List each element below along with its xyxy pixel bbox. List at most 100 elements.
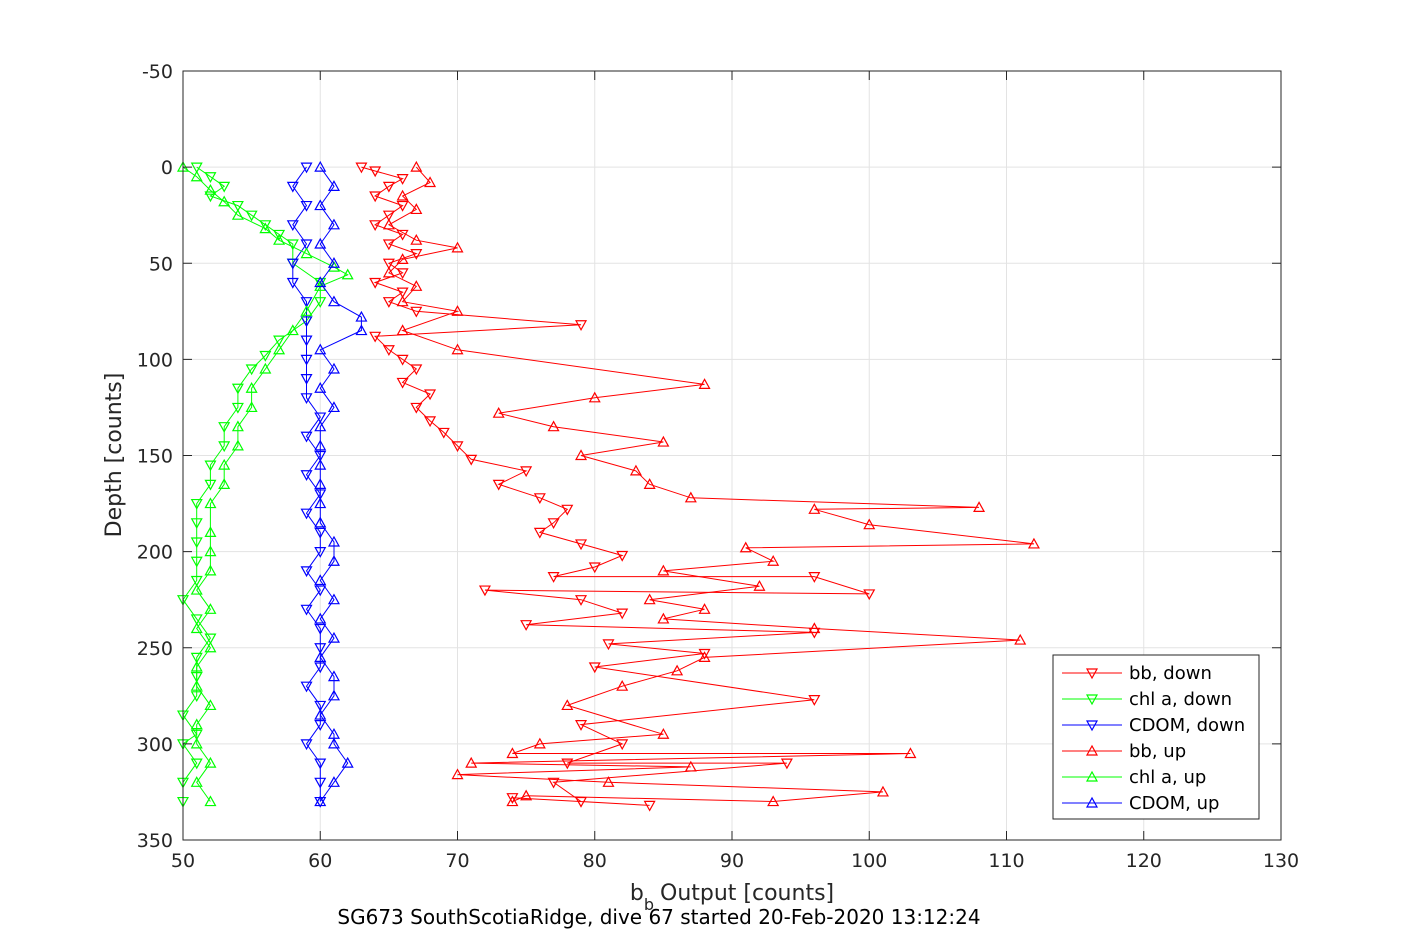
data-point <box>561 504 574 516</box>
series-bb-up <box>382 160 1040 807</box>
data-point <box>327 689 340 701</box>
x-tick-label: 100 <box>851 850 887 872</box>
data-point <box>506 795 519 807</box>
data-point <box>190 718 203 730</box>
data-point <box>204 526 217 538</box>
data-point <box>369 277 382 289</box>
data-point <box>300 374 313 385</box>
data-point <box>190 691 203 703</box>
data-point <box>190 583 203 595</box>
data-point <box>410 233 423 245</box>
data-point <box>808 695 821 706</box>
series-line <box>387 166 1035 803</box>
data-point <box>396 295 409 307</box>
data-point <box>286 220 299 232</box>
legend-box <box>1052 654 1260 820</box>
data-point <box>245 381 258 393</box>
y-tick-label: 100 <box>137 349 173 371</box>
data-point <box>245 401 258 413</box>
data-point <box>204 172 217 183</box>
data-point <box>767 555 780 566</box>
data-point <box>698 648 711 660</box>
data-point <box>657 564 670 576</box>
data-point <box>204 564 217 576</box>
data-point <box>465 756 478 768</box>
data-point <box>327 776 340 787</box>
data-point <box>684 491 697 503</box>
data-point <box>424 416 437 428</box>
data-point <box>506 793 519 804</box>
data-point <box>231 402 244 414</box>
legend-marker <box>1085 720 1099 732</box>
data-point <box>424 176 437 188</box>
data-point <box>231 200 244 212</box>
data-point <box>396 253 409 265</box>
data-point <box>355 310 368 322</box>
data-point <box>575 539 588 551</box>
data-point <box>314 420 327 432</box>
data-point <box>300 470 313 481</box>
data-point <box>245 364 258 376</box>
data-point <box>204 756 217 768</box>
data-point <box>451 241 464 253</box>
data-point <box>396 324 409 336</box>
data-point <box>355 324 368 336</box>
series-bb-down <box>355 162 876 812</box>
data-point <box>437 427 450 439</box>
data-point <box>327 401 340 413</box>
legend-label: bb, up <box>1129 741 1186 762</box>
data-point <box>204 603 217 614</box>
data-point <box>204 460 217 472</box>
y-tick-label: 250 <box>137 638 173 660</box>
data-point <box>327 180 340 191</box>
data-point <box>616 739 629 751</box>
data-point <box>300 681 313 693</box>
data-point <box>231 383 244 395</box>
data-point <box>424 389 437 401</box>
data-point <box>190 614 203 626</box>
data-point <box>382 239 395 251</box>
data-point <box>190 652 203 664</box>
data-point <box>218 478 231 489</box>
series-line <box>292 166 321 802</box>
data-point <box>327 631 340 643</box>
data-point <box>492 406 505 418</box>
data-point <box>259 350 272 362</box>
data-point <box>396 174 409 185</box>
data-point <box>204 641 217 653</box>
data-point <box>231 420 244 432</box>
data-point <box>231 439 244 451</box>
data-point <box>327 555 340 566</box>
data-point <box>671 664 684 676</box>
data-point <box>300 239 313 251</box>
data-point <box>369 331 382 343</box>
data-point <box>973 501 986 513</box>
data-point <box>547 572 560 583</box>
legend-item-bb-up: bb, up <box>1062 741 1186 762</box>
data-point <box>204 191 217 203</box>
series-layer <box>176 160 1040 812</box>
data-point <box>314 478 327 489</box>
data-point <box>369 220 382 232</box>
data-point <box>657 435 670 447</box>
data-point <box>382 181 395 193</box>
data-point <box>382 345 395 356</box>
data-point <box>314 439 327 451</box>
data-point <box>218 422 231 433</box>
data-point <box>190 758 203 770</box>
data-point <box>190 170 203 182</box>
x-tick-label: 70 <box>445 850 469 872</box>
chart-subtitle: SG673 SouthScotiaRidge, dive 67 started … <box>337 905 980 929</box>
data-point <box>863 518 876 530</box>
data-point <box>300 316 313 328</box>
data-point <box>273 229 286 241</box>
data-point <box>808 503 821 514</box>
data-point <box>327 362 340 374</box>
data-point <box>492 479 505 491</box>
data-point <box>382 258 395 270</box>
y-tick-label: 50 <box>149 253 173 275</box>
data-point <box>369 166 382 178</box>
legend: bb, down chl a, down CDOM, down bb, up chl a… <box>1052 654 1260 820</box>
data-point <box>657 728 670 739</box>
data-point <box>300 200 313 212</box>
